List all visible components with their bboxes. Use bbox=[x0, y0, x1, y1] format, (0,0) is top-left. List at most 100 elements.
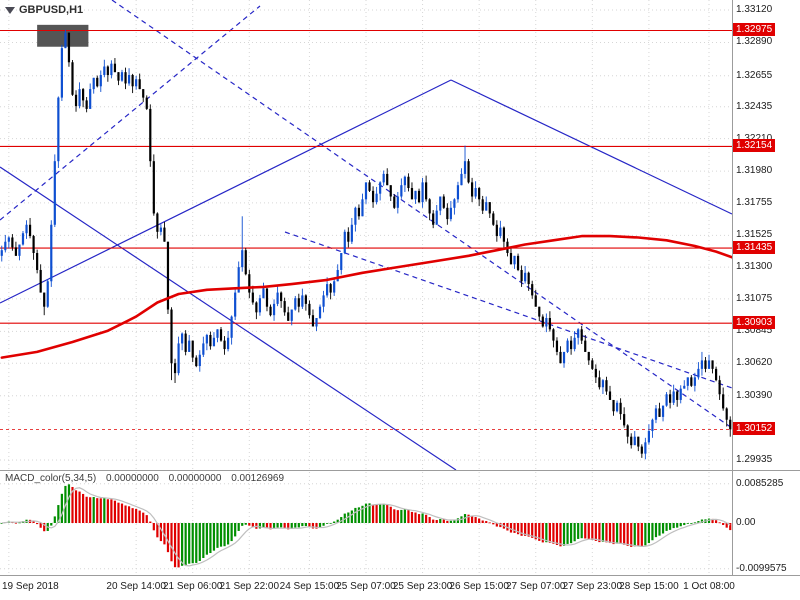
macd-bar bbox=[661, 523, 665, 534]
macd-bar bbox=[562, 523, 566, 546]
symbol-label: GBPUSD,H1 bbox=[5, 4, 83, 16]
moving-average-line[interactable] bbox=[0, 234, 732, 359]
candle-body bbox=[311, 315, 315, 327]
macd-bar bbox=[223, 523, 226, 547]
macd-bar bbox=[103, 498, 106, 523]
macd-bar bbox=[467, 514, 470, 523]
candle-body bbox=[389, 185, 392, 197]
macd-bar bbox=[718, 522, 721, 524]
candle-body bbox=[368, 182, 371, 191]
price-axis-label: 1.30390 bbox=[736, 389, 773, 401]
macd-bar bbox=[690, 523, 693, 524]
candles-layer bbox=[0, 29, 732, 460]
macd-bar bbox=[191, 523, 194, 564]
candle-body bbox=[241, 250, 244, 268]
candle-body bbox=[598, 377, 601, 388]
candle-body bbox=[492, 213, 495, 225]
macd-bar bbox=[449, 520, 452, 523]
candle-body bbox=[318, 306, 322, 319]
macd-bar bbox=[248, 523, 251, 526]
candle-body bbox=[686, 377, 689, 386]
candle-body bbox=[446, 207, 449, 220]
macd-bar bbox=[308, 523, 311, 527]
price-badge: 1.32154 bbox=[733, 139, 776, 153]
candle-body bbox=[714, 368, 718, 381]
macd-bar bbox=[333, 521, 336, 523]
candle-body bbox=[237, 267, 240, 293]
macd-bar bbox=[36, 523, 39, 525]
macd-bar bbox=[251, 523, 254, 528]
macd-bar bbox=[219, 523, 223, 547]
macd-bar bbox=[538, 523, 541, 541]
candle-body bbox=[103, 66, 106, 75]
macd-bar bbox=[53, 516, 56, 523]
macd-bar bbox=[541, 523, 544, 543]
trend-line[interactable] bbox=[0, 166, 457, 471]
candle-body bbox=[57, 97, 60, 162]
macd-bar bbox=[234, 523, 237, 537]
macd-bar bbox=[714, 520, 718, 523]
macd-bar bbox=[509, 523, 513, 533]
macd-bar bbox=[729, 523, 732, 531]
macd-bar bbox=[198, 523, 201, 561]
time-axis-label: 26 Sep 15:00 bbox=[449, 581, 509, 592]
candle-body bbox=[470, 182, 474, 197]
macd-bar bbox=[531, 523, 534, 538]
macd-bar bbox=[329, 522, 332, 524]
macd-bar bbox=[32, 521, 35, 523]
candle-body bbox=[85, 100, 88, 109]
macd-bar bbox=[326, 523, 329, 524]
candle-body bbox=[601, 380, 605, 388]
candle-body bbox=[258, 298, 262, 313]
macd-bar bbox=[343, 513, 346, 523]
candle-body bbox=[7, 237, 10, 242]
trend-line[interactable] bbox=[0, 79, 452, 304]
candle-body bbox=[184, 333, 187, 352]
macd-bar bbox=[566, 523, 569, 544]
candle-body bbox=[152, 161, 155, 214]
macd-bar bbox=[410, 511, 414, 523]
macd-bar bbox=[149, 521, 152, 523]
candle-body bbox=[700, 360, 704, 369]
candle-body bbox=[191, 340, 194, 358]
time-axis[interactable]: 19 Sep 2018 20 Sep 14:00 21 Sep 06:00 21 Se… bbox=[0, 575, 800, 600]
macd-bar bbox=[283, 523, 286, 529]
candle-body bbox=[297, 298, 300, 307]
candle-body bbox=[142, 89, 145, 98]
candle-body bbox=[707, 360, 711, 369]
candle-body bbox=[280, 292, 283, 302]
price-axis-label: 1.30620 bbox=[736, 357, 773, 369]
chart-shift-marker-icon[interactable] bbox=[5, 6, 15, 14]
rectangle-annotation[interactable] bbox=[37, 24, 89, 47]
macd-bar bbox=[57, 505, 60, 523]
candle-body bbox=[644, 442, 647, 454]
candle-body bbox=[577, 329, 580, 338]
macd-bar bbox=[78, 491, 81, 523]
candle-body bbox=[156, 213, 159, 232]
candle-body bbox=[113, 63, 117, 73]
candle-body bbox=[591, 360, 594, 369]
macd-bar bbox=[142, 512, 145, 523]
indicator-value-2: 0.00000000 bbox=[168, 473, 222, 484]
macd-bar bbox=[396, 510, 399, 523]
candle-body bbox=[379, 182, 382, 194]
macd-bar bbox=[209, 523, 212, 554]
macd-bar bbox=[478, 518, 481, 523]
macd-bar bbox=[106, 499, 109, 523]
macd-bar bbox=[389, 506, 392, 523]
macd-bar bbox=[669, 523, 672, 530]
macd-bar bbox=[559, 523, 562, 547]
candle-body bbox=[414, 190, 417, 200]
macd-bar bbox=[548, 523, 551, 543]
candle-body bbox=[524, 272, 527, 282]
trend-line-dashed[interactable] bbox=[0, 5, 261, 221]
trend-line-dashed[interactable] bbox=[111, 0, 733, 429]
trend-line-dashed[interactable] bbox=[284, 231, 733, 389]
price-axis[interactable]: 1.33120 1.32890 1.32655 1.32435 1.32210 1.319… bbox=[732, 0, 800, 575]
candle-body bbox=[516, 255, 520, 270]
candle-body bbox=[697, 368, 700, 378]
candle-body bbox=[290, 309, 293, 321]
macd-bar bbox=[131, 508, 134, 523]
candle-body bbox=[205, 334, 208, 344]
